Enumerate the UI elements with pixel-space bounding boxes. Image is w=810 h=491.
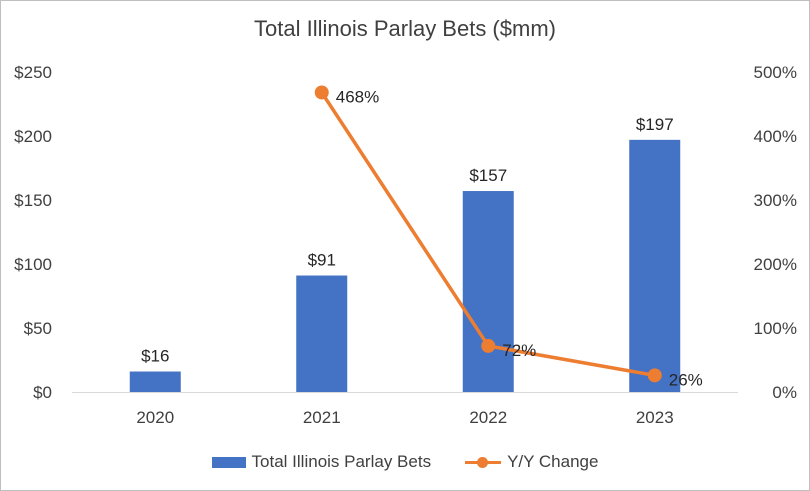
y-right-tick-label: 400% [754, 127, 797, 146]
bar-data-label: $91 [308, 251, 336, 270]
y-left-tick-label: $200 [14, 127, 52, 146]
line-point [647, 368, 662, 383]
x-tick-label: 2023 [636, 408, 674, 427]
y-left-tick-label: $50 [24, 319, 52, 338]
line-data-label: 26% [669, 370, 703, 389]
bar-data-label: $157 [469, 166, 507, 185]
chart-title: Total Illinois Parlay Bets ($mm) [254, 16, 556, 41]
y-right-tick-label: 200% [754, 255, 797, 274]
y-right-tick-label: 300% [754, 191, 797, 210]
line-point [481, 338, 496, 353]
x-tick-label: 2021 [303, 408, 341, 427]
line-data-label: 468% [336, 87, 379, 106]
y-right-tick-label: 0% [772, 383, 797, 402]
bar-data-label: $197 [636, 115, 674, 134]
bar [462, 191, 514, 392]
legend-label-bars: Total Illinois Parlay Bets [251, 452, 432, 471]
bar [129, 371, 181, 392]
y-right-tick-label: 500% [754, 63, 797, 82]
x-tick-label: 2022 [469, 408, 507, 427]
y-left-tick-label: $100 [14, 255, 52, 274]
y-left-tick-label: $150 [14, 191, 52, 210]
bar-data-label: $16 [141, 347, 169, 366]
legend-item-bars: Total Illinois Parlay Bets [211, 452, 432, 472]
bar [296, 275, 348, 392]
legend-line-swatch [465, 456, 502, 468]
y-right-tick-label: 100% [754, 319, 797, 338]
y-left-tick-label: $0 [33, 383, 52, 402]
y-left-tick-label: $250 [14, 63, 52, 82]
line-data-label: 72% [502, 341, 536, 360]
chart-legend: Total Illinois Parlay Bets Y/Y Change [0, 452, 810, 472]
legend-label-line: Y/Y Change [507, 452, 599, 471]
legend-item-line: Y/Y Change [465, 452, 598, 472]
legend-bar-swatch [211, 456, 246, 468]
x-tick-label: 2020 [136, 408, 174, 427]
line-point [314, 85, 329, 100]
bar [629, 139, 681, 392]
